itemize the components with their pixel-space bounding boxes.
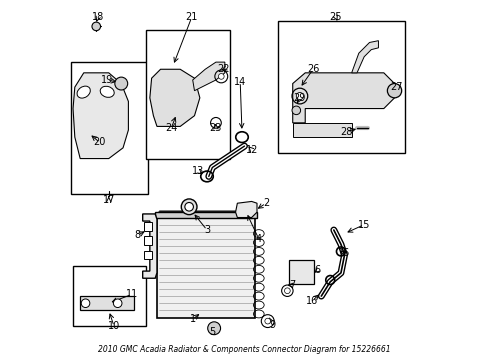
Text: 1: 1 bbox=[189, 314, 195, 324]
Bar bbox=[157, 217, 255, 318]
Bar bbox=[144, 222, 151, 231]
Ellipse shape bbox=[100, 86, 114, 97]
Bar bbox=[73, 266, 146, 327]
Circle shape bbox=[115, 77, 127, 90]
Bar bbox=[288, 260, 313, 284]
Text: 11: 11 bbox=[125, 289, 138, 299]
Circle shape bbox=[113, 299, 122, 307]
Polygon shape bbox=[292, 73, 394, 123]
Circle shape bbox=[264, 318, 270, 324]
Text: 2010 GMC Acadia Radiator & Components Connector Diagram for 15226661: 2010 GMC Acadia Radiator & Components Co… bbox=[98, 345, 390, 354]
Polygon shape bbox=[351, 41, 378, 73]
Text: 13: 13 bbox=[192, 166, 204, 176]
Text: 21: 21 bbox=[185, 13, 198, 22]
Text: 7: 7 bbox=[288, 280, 295, 291]
Text: 24: 24 bbox=[165, 123, 177, 133]
Polygon shape bbox=[192, 62, 224, 91]
Bar bbox=[71, 62, 148, 194]
Text: 23: 23 bbox=[209, 123, 222, 133]
Bar bbox=[144, 251, 151, 259]
Circle shape bbox=[92, 22, 101, 31]
Bar bbox=[80, 296, 134, 310]
Circle shape bbox=[218, 73, 224, 79]
Circle shape bbox=[284, 288, 290, 294]
Text: 2: 2 bbox=[262, 198, 268, 208]
Text: 3: 3 bbox=[203, 225, 210, 235]
Text: 25: 25 bbox=[329, 12, 341, 22]
Text: 10: 10 bbox=[108, 321, 120, 332]
Circle shape bbox=[181, 199, 197, 215]
Text: 17: 17 bbox=[102, 195, 115, 204]
Text: 29: 29 bbox=[293, 93, 305, 103]
Circle shape bbox=[81, 299, 90, 307]
Text: 5: 5 bbox=[209, 327, 215, 337]
Text: 6: 6 bbox=[314, 265, 320, 275]
Circle shape bbox=[291, 106, 300, 114]
Polygon shape bbox=[235, 202, 257, 217]
Bar bbox=[146, 30, 230, 158]
Text: 15: 15 bbox=[357, 220, 369, 230]
Text: 4: 4 bbox=[255, 234, 261, 244]
Bar bbox=[278, 21, 405, 153]
Text: 27: 27 bbox=[389, 82, 402, 92]
Ellipse shape bbox=[77, 86, 90, 98]
Bar bbox=[155, 212, 257, 217]
Text: 16: 16 bbox=[305, 296, 318, 306]
Polygon shape bbox=[149, 69, 200, 126]
Text: 22: 22 bbox=[216, 64, 229, 74]
Polygon shape bbox=[292, 123, 351, 137]
Text: 8: 8 bbox=[134, 230, 140, 240]
Polygon shape bbox=[73, 73, 128, 158]
Text: 16: 16 bbox=[338, 248, 350, 258]
Polygon shape bbox=[142, 214, 157, 278]
Text: 9: 9 bbox=[269, 320, 275, 330]
Circle shape bbox=[184, 203, 193, 211]
Text: 26: 26 bbox=[306, 64, 319, 74]
Text: 14: 14 bbox=[234, 77, 246, 87]
Circle shape bbox=[296, 93, 303, 100]
Circle shape bbox=[386, 84, 401, 98]
Text: 20: 20 bbox=[93, 138, 106, 148]
Text: 19: 19 bbox=[101, 75, 113, 85]
Text: 18: 18 bbox=[92, 13, 104, 22]
Text: 28: 28 bbox=[340, 127, 352, 137]
Text: 12: 12 bbox=[245, 145, 257, 155]
Bar bbox=[144, 237, 151, 245]
Circle shape bbox=[207, 322, 220, 335]
